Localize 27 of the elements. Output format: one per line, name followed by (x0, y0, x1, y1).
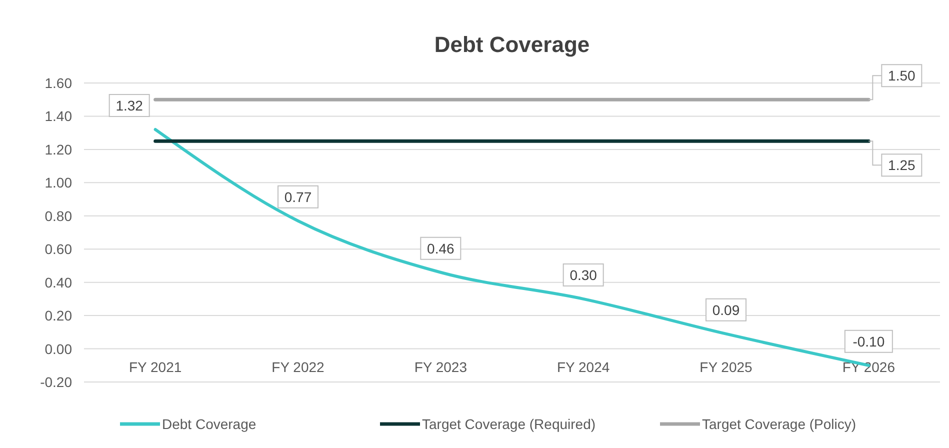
data-label: 0.46 (427, 240, 455, 256)
x-tick-label: FY 2023 (414, 358, 468, 375)
y-tick-label: 1.60 (44, 75, 72, 91)
data-label: 0.77 (284, 188, 312, 205)
data-label: 1.25 (888, 157, 916, 174)
data-label: 1.50 (888, 68, 916, 84)
data-label: -0.10 (852, 333, 885, 350)
y-tick-label: 0.80 (44, 208, 72, 224)
data-label: 1.32 (116, 98, 144, 114)
legend-label: Target Coverage (Policy) (702, 416, 856, 432)
data-label: 0.09 (712, 302, 740, 318)
y-tick-label: 0.60 (44, 241, 72, 258)
x-tick-label: FY 2022 (272, 358, 325, 375)
x-tick-label: FY 2024 (556, 358, 610, 375)
y-tick-label: -0.20 (40, 374, 72, 390)
x-tick-label: FY 2025 (700, 358, 753, 375)
legend-label: Target Coverage (Required) (422, 416, 596, 432)
y-tick-label: 0.00 (44, 340, 72, 357)
y-tick-label: 0.40 (44, 274, 72, 290)
y-tick-label: 1.20 (44, 141, 72, 158)
chart-title: Debt Coverage (434, 32, 590, 57)
y-tick-label: 0.20 (44, 308, 72, 324)
y-tick-label: 1.00 (44, 174, 72, 191)
data-label: 0.30 (570, 266, 598, 283)
legend-label: Debt Coverage (162, 416, 256, 432)
y-tick-label: 1.40 (44, 108, 72, 124)
x-tick-label: FY 2021 (128, 358, 182, 375)
